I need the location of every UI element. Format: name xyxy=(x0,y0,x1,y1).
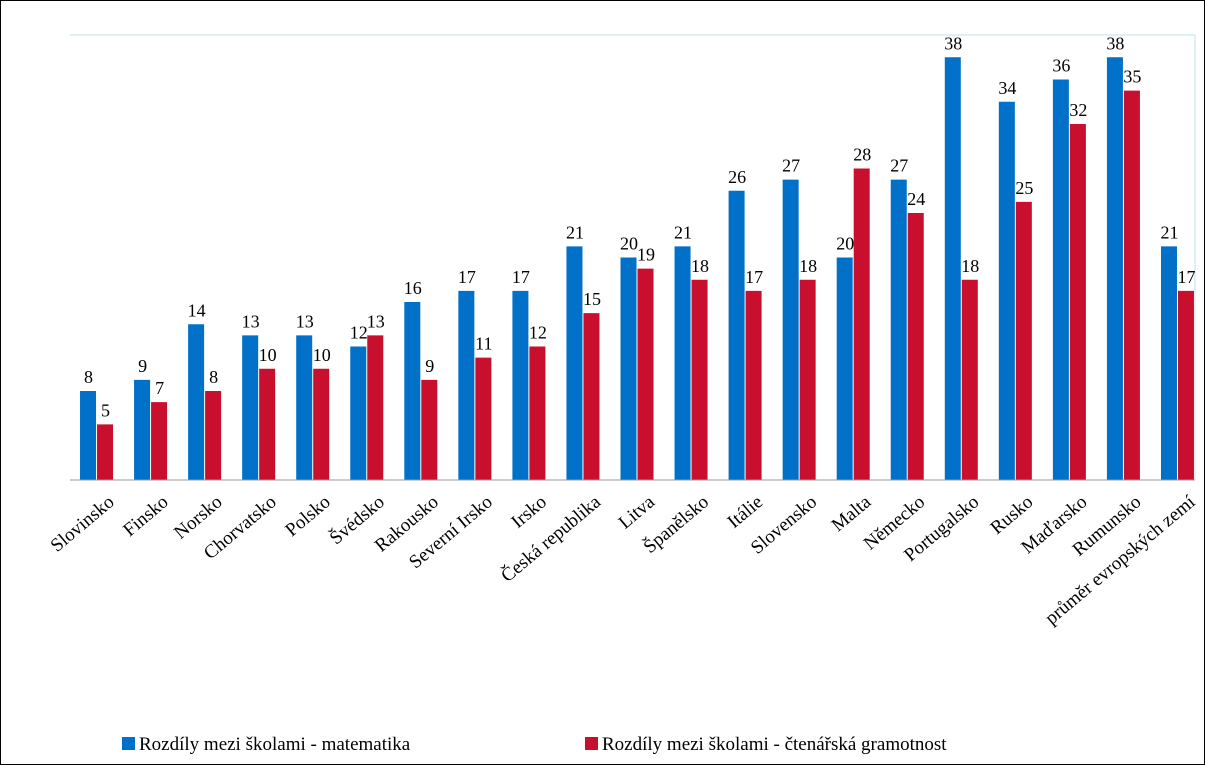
data-label: 21 xyxy=(674,222,692,242)
data-label: 13 xyxy=(367,311,385,331)
bar xyxy=(1015,201,1032,480)
bar xyxy=(1052,79,1069,480)
data-label: 36 xyxy=(1052,56,1070,76)
data-label: 18 xyxy=(691,256,709,276)
bar xyxy=(620,257,637,480)
data-label: 20 xyxy=(836,234,854,254)
legend-label: Rozdíly mezi školami - čtenářská gramotn… xyxy=(602,734,947,755)
bar xyxy=(350,346,367,480)
bar xyxy=(1106,57,1123,480)
bar xyxy=(907,213,924,480)
bar xyxy=(637,268,654,480)
bar xyxy=(205,391,222,480)
data-label: 34 xyxy=(998,78,1016,98)
data-label: 16 xyxy=(404,278,422,298)
data-label: 25 xyxy=(1015,178,1033,198)
bar xyxy=(836,257,853,480)
bar xyxy=(961,279,978,480)
bar xyxy=(1160,246,1177,480)
data-label: 18 xyxy=(799,256,817,276)
bar xyxy=(799,279,816,480)
bar xyxy=(404,302,421,480)
bar xyxy=(674,246,691,480)
bar xyxy=(728,190,745,480)
data-label: 27 xyxy=(782,156,800,176)
bar xyxy=(890,179,907,480)
bar xyxy=(529,346,546,480)
data-label: 9 xyxy=(138,356,147,376)
bar xyxy=(782,179,799,480)
bar xyxy=(475,357,492,480)
data-label: 15 xyxy=(583,289,601,309)
data-label: 24 xyxy=(907,189,925,209)
bar xyxy=(80,391,97,480)
data-label: 21 xyxy=(566,222,584,242)
bar xyxy=(1123,90,1140,480)
bar xyxy=(853,168,870,480)
data-label: 27 xyxy=(890,156,908,176)
data-label: 9 xyxy=(425,356,434,376)
bar xyxy=(296,335,313,480)
data-label: 17 xyxy=(512,267,530,287)
legend-label: Rozdíly mezi školami - matematika xyxy=(139,734,411,755)
data-label: 20 xyxy=(620,234,638,254)
bar xyxy=(944,57,961,480)
data-label: 13 xyxy=(242,311,260,331)
bar xyxy=(188,324,205,480)
data-label: 12 xyxy=(529,323,547,343)
data-label: 13 xyxy=(296,311,314,331)
data-label: 38 xyxy=(944,33,962,53)
bar xyxy=(1069,124,1086,480)
data-label: 21 xyxy=(1160,222,1178,242)
data-label: 5 xyxy=(101,400,110,420)
data-label: 17 xyxy=(1177,267,1195,287)
data-label: 11 xyxy=(475,334,492,354)
data-label: 8 xyxy=(84,367,93,387)
bar xyxy=(367,335,384,480)
bar xyxy=(134,379,151,480)
bar xyxy=(691,279,708,480)
bar xyxy=(998,101,1015,480)
data-label: 38 xyxy=(1106,33,1124,53)
data-label: 17 xyxy=(745,267,763,287)
data-label: 35 xyxy=(1123,67,1141,87)
data-label: 14 xyxy=(188,300,206,320)
data-label: 7 xyxy=(155,378,164,398)
legend-swatch xyxy=(585,737,598,750)
bar xyxy=(583,313,600,480)
bar xyxy=(151,402,168,480)
data-label: 12 xyxy=(350,323,368,343)
bar xyxy=(512,290,529,480)
legend-swatch xyxy=(122,737,135,750)
data-label: 32 xyxy=(1069,100,1087,120)
data-label: 18 xyxy=(961,256,979,276)
bar xyxy=(745,290,762,480)
bar xyxy=(458,290,475,480)
bar xyxy=(421,379,438,480)
data-label: 8 xyxy=(209,367,218,387)
data-label: 10 xyxy=(313,345,331,365)
bar xyxy=(259,368,276,480)
bar xyxy=(566,246,583,480)
data-label: 28 xyxy=(853,145,871,165)
bar xyxy=(1177,290,1194,480)
data-label: 17 xyxy=(458,267,476,287)
data-label: 10 xyxy=(259,345,277,365)
bar xyxy=(242,335,259,480)
data-label: 19 xyxy=(637,245,655,265)
data-label: 26 xyxy=(728,167,746,187)
bar xyxy=(97,424,114,480)
bar xyxy=(313,368,330,480)
